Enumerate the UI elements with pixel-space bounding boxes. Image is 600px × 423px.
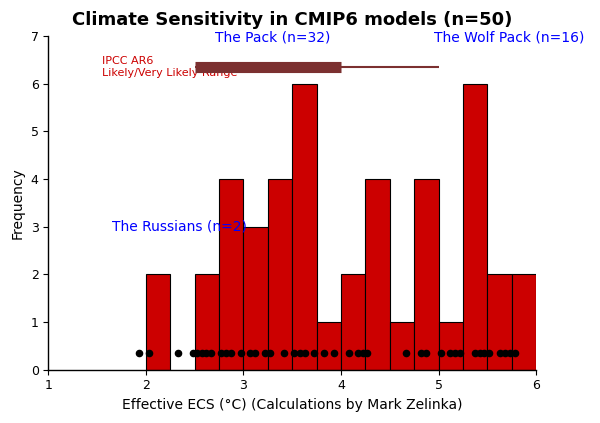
Bar (365, 179, 390, 370)
Text: The Pack (n=32): The Pack (n=32) (215, 31, 331, 45)
Bar (244, 227, 268, 370)
Point (260, 349, 270, 356)
Bar (317, 322, 341, 370)
Point (197, 349, 206, 356)
Point (226, 349, 236, 356)
Point (202, 349, 211, 356)
Point (446, 349, 455, 356)
Point (510, 349, 520, 356)
Bar (292, 84, 317, 370)
Bar (512, 275, 536, 370)
Text: The Wolf Pack (n=16): The Wolf Pack (n=16) (434, 31, 584, 45)
Bar (268, 179, 292, 370)
Point (245, 349, 255, 356)
Point (329, 349, 339, 356)
Bar (195, 275, 219, 370)
Point (134, 349, 144, 356)
X-axis label: Effective ECS (°C) (Calculations by Mark Zelinka): Effective ECS (°C) (Calculations by Mark… (122, 398, 463, 412)
Bar (439, 322, 463, 370)
Point (451, 349, 460, 356)
Point (485, 349, 494, 356)
Bar (146, 275, 170, 370)
Point (436, 349, 445, 356)
Bar (390, 322, 414, 370)
Point (265, 349, 275, 356)
Bar (219, 179, 244, 370)
Point (216, 349, 226, 356)
Point (475, 349, 484, 356)
Point (309, 349, 319, 356)
Point (206, 349, 216, 356)
Point (495, 349, 505, 356)
Title: Climate Sensitivity in CMIP6 models (n=50): Climate Sensitivity in CMIP6 models (n=5… (72, 11, 512, 29)
Point (192, 349, 202, 356)
Point (479, 349, 489, 356)
Point (353, 349, 362, 356)
Point (300, 349, 310, 356)
Point (505, 349, 515, 356)
Point (358, 349, 367, 356)
Point (320, 349, 329, 356)
Point (362, 349, 372, 356)
Point (236, 349, 245, 356)
Point (221, 349, 231, 356)
Point (416, 349, 426, 356)
Bar (414, 179, 439, 370)
Point (280, 349, 289, 356)
Point (401, 349, 411, 356)
Point (421, 349, 431, 356)
Text: IPCC AR6
Likely/Very Likely Range: IPCC AR6 Likely/Very Likely Range (102, 56, 238, 78)
Point (455, 349, 465, 356)
Y-axis label: Frequency: Frequency (11, 167, 25, 239)
Point (289, 349, 299, 356)
Point (344, 349, 353, 356)
Point (188, 349, 197, 356)
Point (295, 349, 305, 356)
Point (250, 349, 260, 356)
Bar (487, 275, 512, 370)
Point (173, 349, 183, 356)
Point (144, 349, 154, 356)
Bar (341, 275, 365, 370)
Point (470, 349, 479, 356)
Bar (463, 84, 487, 370)
Point (500, 349, 510, 356)
Text: The Russians (n=2): The Russians (n=2) (112, 220, 247, 234)
